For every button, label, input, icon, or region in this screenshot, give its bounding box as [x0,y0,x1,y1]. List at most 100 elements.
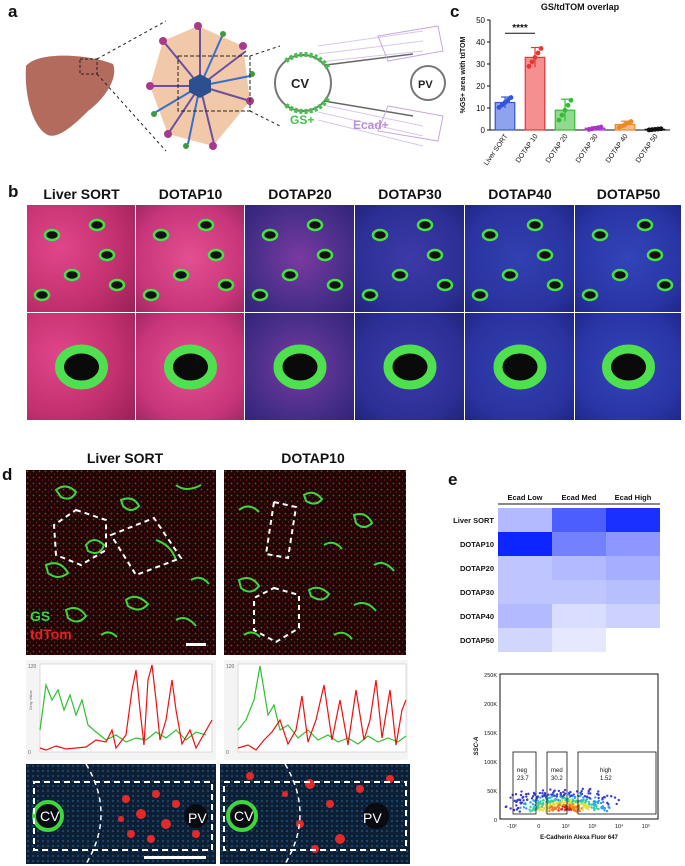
flow-event [587,805,591,809]
flow-event [589,792,592,795]
flow-event [527,792,530,796]
chart-c-category-label: DOTAP 10 [515,133,540,164]
flow-event [515,800,518,804]
flow-ytick-label: 200K [484,702,497,708]
flow-gate [546,751,568,815]
flow-event [606,794,609,797]
flow-event [588,787,592,791]
flow-event [522,799,525,802]
panel-d-header-liver-sort: Liver SORT [86,450,164,466]
flow-event [567,792,571,795]
heatmap-cell [498,580,552,604]
flow-event [541,791,544,795]
flow-event [525,807,528,810]
rect-roi [109,516,183,577]
flow-xtick-label: 10⁴ [615,823,624,830]
flow-event [514,793,518,796]
heatmap-cell [498,556,552,580]
flow-ytick-label: 0 [494,818,497,824]
flow-event [585,795,588,798]
flow-event [539,796,542,799]
panel-b-header-1: DOTAP10 [158,186,223,202]
flow-event [601,805,605,808]
flow-event [596,800,599,804]
svg-text:0: 0 [28,750,31,756]
profile-ylabel: Gray Value [28,690,33,710]
heatmap-col-label: Ecad Med [561,493,596,502]
flow-event [548,806,551,809]
flow-event [516,806,520,810]
panel-b-letter: b [8,182,19,201]
panel-d-image-dotap10 [224,470,406,655]
panel-b-tile-r2-c2 [136,313,245,421]
flow-event [553,799,556,802]
flow-event [529,805,532,809]
flow-event [569,801,572,805]
heatmap-cell [606,604,660,628]
heatmap-cell [606,508,660,532]
heatmap-cell [552,508,606,532]
flow-event [521,795,525,799]
panel-b-tile-r1-c3 [245,205,355,313]
zoom2-cv-label: CV [234,808,254,824]
central-vein [189,74,211,98]
heatmap-cell [498,508,552,532]
flow-event [564,804,568,808]
flow-event [597,807,600,811]
flow-event [587,800,591,804]
flow-event [569,808,573,811]
chart-c-category-label: Liver SORT [483,133,510,167]
flow-event [571,803,575,806]
gs-label: GS+ [290,113,314,127]
flow-event [584,800,588,803]
legend-gs: GS [30,608,51,624]
chart-c-ytick-label: 10 [476,104,485,113]
panel-a-letter: a [8,2,18,21]
flow-event [538,809,541,812]
flow-event [560,808,563,811]
flow-event [573,808,576,811]
flow-event [548,809,551,813]
flow-gate [512,751,537,815]
chart-c-point [538,46,544,51]
flow-event [562,790,565,794]
panel-b-header-4: DOTAP40 [488,186,552,202]
panel-d-letter: d [2,465,13,484]
flow-event [585,806,589,810]
chart-c-ytick-label: 50 [476,16,485,25]
flow-event [531,809,534,812]
heatmap-cell [606,556,660,580]
chart-c-point [532,55,538,60]
liver-shape [25,55,115,136]
flow-event [569,805,572,808]
svg-text:120: 120 [28,664,37,670]
flow-gate-value: 23.7 [517,776,529,782]
chart-c-point [526,63,532,69]
heatmap-cell [552,580,606,604]
flow-event [593,805,596,808]
flow-event [529,801,532,804]
hexagon-roi-2 [253,586,300,644]
flow-event [557,789,561,793]
lobule-portal-dots [146,22,255,150]
chart-c-point [658,126,664,132]
flow-event [553,794,556,797]
flow-event [555,793,559,796]
flow-event [520,790,523,793]
flow-event [596,792,600,796]
panel-d-zoom-liver-sort: CV PV [26,764,216,864]
flow-event [575,809,578,812]
flow-event [522,806,526,809]
flow-event [557,798,560,802]
flow-event [563,792,567,795]
lobule-zoom-box [177,55,251,112]
flow-event [573,804,577,807]
ecad-zone [377,25,444,142]
zoom1-pv-label: PV [188,810,207,826]
chart-c-ylabel: %GS+ area with tdTOM [460,36,467,113]
chart-c-category-label: DOTAP 40 [605,133,630,164]
flow-event [613,796,617,799]
heatmap-cell [498,532,552,556]
flow-event [588,803,591,806]
panel-b-tile-r1-c1 [27,205,136,313]
